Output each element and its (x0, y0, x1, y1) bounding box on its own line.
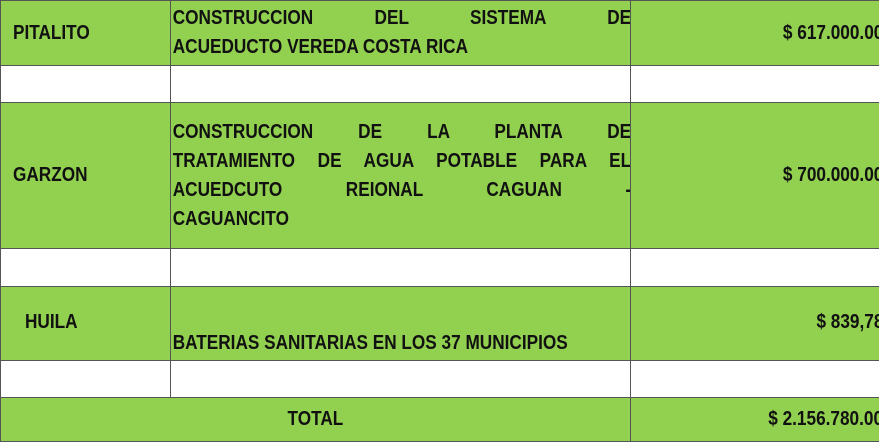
table-row: GARZON CONSTRUCCION DE LA PLANTA DE TRAT… (1, 103, 879, 249)
municipio-text: GARZON (13, 164, 88, 187)
municipio-cell: GARZON (1, 103, 171, 249)
amount-text: $ 700.000.000 (783, 164, 879, 187)
description-cell: BATERIAS SANITARIAS EN LOS 37 MUNICIPIOS (171, 287, 631, 361)
description-line: BATERIAS SANITARIAS EN LOS 37 MUNICIPIOS (171, 329, 631, 358)
description-line: CONSTRUCCION DE LA PLANTA DE (171, 118, 631, 147)
description-line: ACUEDCUTO REIONAL CAGUAN - (171, 176, 631, 205)
amount-cell: $ 700.000.000 (631, 103, 879, 249)
municipio-cell: HUILA (1, 287, 171, 361)
municipio-text: PITALITO (13, 22, 90, 45)
description-cell: CONSTRUCCION DEL SISTEMA DE ACUEDUCTO VE… (171, 1, 631, 66)
amount-text: $ 617.000.000 (783, 22, 879, 45)
total-label: TOTAL (288, 408, 344, 431)
description-line: CAGUANCITO (171, 205, 631, 234)
description-cell: CONSTRUCCION DE LA PLANTA DE TRATAMIENTO… (171, 103, 631, 249)
municipio-cell: PITALITO (1, 1, 171, 66)
table-row: PITALITO CONSTRUCCION DEL SISTEMA DE ACU… (1, 1, 879, 66)
total-amount: $ 2.156.780.000 (769, 408, 879, 431)
spacer-row (1, 66, 879, 103)
spacer-row (1, 249, 879, 287)
municipio-text: HUILA (25, 311, 78, 334)
amount-text: $ 839,780 (816, 311, 879, 334)
spacer-row (1, 361, 879, 398)
total-row: TOTAL $ 2.156.780.000 (1, 398, 879, 442)
total-amount-cell: $ 2.156.780.000 (631, 398, 879, 442)
description-line: CONSTRUCCION DEL SISTEMA DE (171, 4, 631, 33)
description-line: TRATAMIENTO DE AGUA POTABLE PARA EL (171, 147, 631, 176)
total-label-cell: TOTAL (1, 398, 631, 442)
description-line: ACUEDUCTO VEREDA COSTA RICA (171, 33, 631, 62)
amount-cell: $ 617.000.000 (631, 1, 879, 66)
amount-cell: $ 839,780 (631, 287, 879, 361)
table-row: HUILA BATERIAS SANITARIAS EN LOS 37 MUNI… (1, 287, 879, 361)
